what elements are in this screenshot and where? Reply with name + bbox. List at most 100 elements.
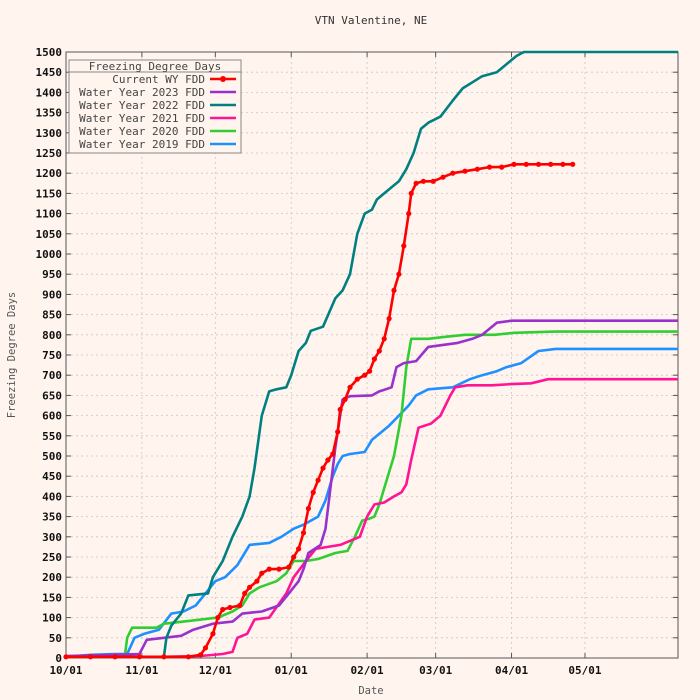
legend-label: Water Year 2021 FDD [79, 112, 205, 125]
y-tick-label: 1250 [36, 147, 63, 160]
y-tick-label: 150 [42, 591, 62, 604]
data-point [202, 645, 209, 651]
data-point [198, 652, 204, 658]
y-tick-label: 1400 [36, 86, 63, 99]
data-point [305, 505, 311, 512]
y-tick-label: 1300 [36, 127, 63, 140]
data-point [354, 376, 360, 382]
data-point [408, 190, 414, 196]
data-point [450, 170, 456, 176]
legend: Freezing Degree Days Current WY FDDWater… [68, 59, 242, 154]
data-point [401, 243, 407, 249]
data-point [367, 368, 373, 374]
data-point [330, 451, 336, 457]
data-point [430, 178, 436, 184]
data-point [396, 271, 402, 277]
data-point [474, 166, 480, 172]
y-tick-label: 700 [42, 369, 62, 382]
x-tick-label: 03/01 [419, 664, 452, 677]
data-point [210, 631, 216, 637]
data-point [391, 287, 397, 293]
x-tick-label: 01/01 [275, 664, 308, 677]
legend-label: Water Year 2023 FDD [79, 86, 205, 99]
data-point [342, 396, 348, 402]
data-point [335, 429, 341, 435]
x-axis-ticks: 10/01 11/01 12/01 01/01 02/01 03/01 04/01 05/01 [49, 52, 602, 677]
y-tick-label: 100 [42, 612, 62, 625]
data-point [286, 564, 292, 570]
y-tick-label: 400 [42, 490, 62, 503]
data-point [254, 578, 260, 584]
data-point [161, 654, 167, 660]
legend-title: Freezing Degree Days [89, 60, 221, 73]
y-tick-label: 1100 [36, 208, 63, 221]
data-point [548, 161, 554, 167]
data-point [406, 211, 412, 217]
y-tick-label: 300 [42, 531, 62, 544]
data-point [296, 546, 302, 552]
x-axis-label: Date [358, 685, 383, 697]
data-point [386, 316, 392, 322]
y-tick-label: 550 [42, 430, 62, 443]
data-point [220, 606, 226, 613]
y-tick-label: 0 [55, 652, 62, 665]
y-tick-label: 1050 [36, 228, 63, 241]
data-point [291, 554, 297, 560]
y-tick-label: 1150 [36, 187, 63, 200]
series-line-4 [65, 330, 678, 659]
series-lines [63, 50, 678, 660]
legend-label: Water Year 2019 FDD [79, 138, 205, 151]
data-point [337, 406, 343, 413]
y-tick-label: 850 [42, 309, 62, 322]
legend-label: Current WY FDD [112, 73, 205, 86]
series-line-1 [65, 319, 678, 658]
data-point [523, 161, 529, 167]
data-point [499, 164, 505, 170]
data-point [136, 654, 142, 660]
data-point [247, 584, 253, 590]
data-point [420, 178, 426, 184]
y-tick-label: 1200 [36, 167, 63, 180]
data-point [87, 654, 94, 660]
y-tick-label: 800 [42, 329, 62, 342]
data-point [560, 161, 566, 167]
data-point [310, 489, 316, 495]
data-point [511, 161, 517, 167]
data-point [320, 465, 326, 471]
data-point [413, 180, 419, 186]
series-line-2 [66, 50, 678, 659]
data-point [185, 654, 191, 660]
y-tick-label: 1000 [36, 248, 63, 261]
x-tick-label: 10/01 [49, 664, 82, 677]
data-point [325, 457, 331, 463]
data-point [237, 602, 243, 609]
data-point [462, 168, 468, 174]
data-point [300, 530, 307, 536]
chart-title: VTN Valentine, NE [315, 14, 428, 27]
data-point [486, 164, 493, 170]
data-point [266, 566, 272, 572]
y-tick-label: 1450 [36, 66, 63, 79]
y-tick-label: 750 [42, 349, 62, 362]
x-tick-label: 04/01 [495, 664, 528, 677]
data-point [242, 590, 248, 597]
y-tick-label: 950 [42, 268, 62, 281]
y-tick-label: 350 [42, 511, 62, 524]
data-point [347, 384, 353, 390]
x-tick-label: 11/01 [125, 664, 158, 677]
y-tick-label: 200 [42, 571, 62, 584]
legend-label: Water Year 2022 FDD [79, 99, 205, 112]
y-axis-label: Freezing Degree Days [6, 292, 18, 418]
y-tick-label: 500 [42, 450, 62, 463]
data-point [362, 372, 368, 378]
data-point [63, 654, 69, 660]
y-tick-label: 900 [42, 288, 62, 301]
y-tick-label: 1350 [36, 107, 63, 120]
data-point [112, 654, 118, 660]
y-tick-label: 450 [42, 470, 62, 483]
x-tick-label: 12/01 [199, 664, 232, 677]
data-point [227, 604, 233, 611]
data-point [276, 566, 282, 572]
